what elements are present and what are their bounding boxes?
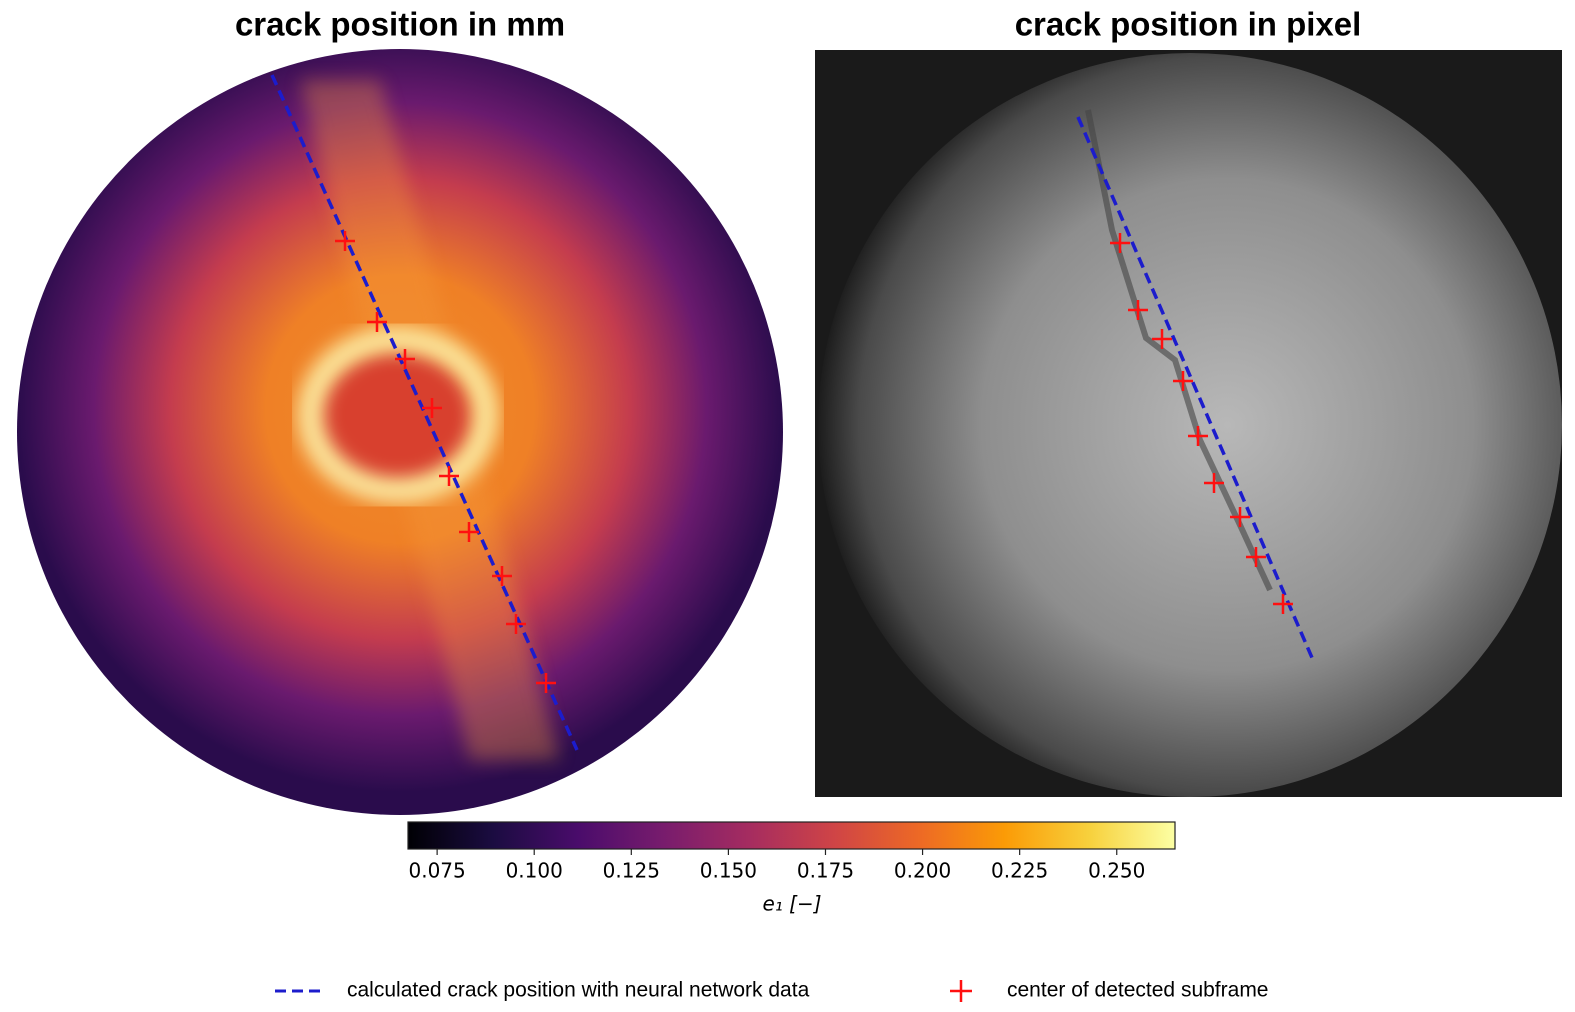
legend: calculated crack position with neural ne… — [275, 979, 1269, 1002]
colorbar-tick-label: 0.200 — [894, 859, 951, 883]
strain-map — [17, 49, 783, 815]
crack-line — [1076, 116, 1315, 661]
subframe-markers — [1110, 233, 1293, 614]
specimen — [818, 53, 1562, 797]
colorbar-tick-label: 0.175 — [797, 859, 854, 883]
legend-marker — [950, 980, 972, 1002]
colorbar-tick-label: 0.225 — [991, 859, 1048, 883]
subframe-markers — [335, 231, 556, 693]
panel-title: crack position in mm — [235, 6, 565, 43]
legend-label: center of detected subframe — [1007, 979, 1269, 1002]
colorbar: e₁ [−] 0.075 0.100 0.125 0.150 0.175 0.200 0.2… — [407, 821, 1176, 916]
colorbar-tick-label: 0.150 — [700, 859, 757, 883]
colorbar-tick-label: 0.075 — [408, 859, 465, 883]
legend-label: calculated crack position with neural ne… — [347, 979, 810, 1002]
colorbar-label: e₁ [−] — [762, 892, 821, 916]
colorbar-tick-label: 0.250 — [1088, 859, 1145, 883]
strain-features — [297, 80, 560, 760]
colorbar-body — [407, 821, 1176, 850]
camera-image — [815, 50, 1562, 797]
colorbar-tick-label: 0.100 — [506, 859, 563, 883]
colorbar-tick-label: 0.125 — [603, 859, 660, 883]
crack-line — [270, 74, 579, 751]
panel-title: crack position in pixel — [1015, 6, 1362, 43]
